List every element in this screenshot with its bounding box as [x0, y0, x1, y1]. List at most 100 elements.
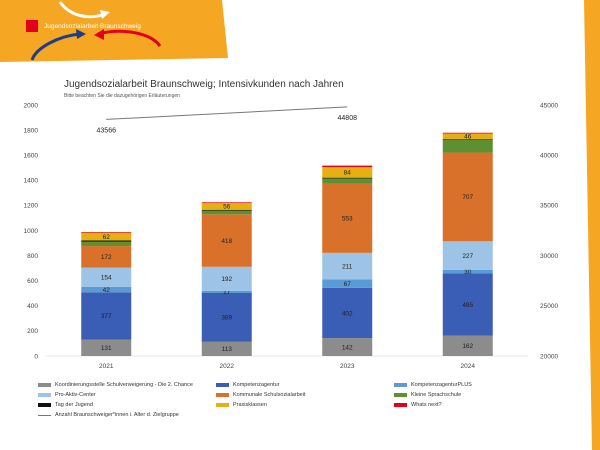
white-swoosh-arrowhead — [100, 10, 110, 19]
y-right-tick-label: 25000 — [540, 303, 558, 310]
y-left-tick-label: 1400 — [24, 178, 39, 185]
legend-swatch — [394, 393, 407, 397]
bar-segment-label: 17 — [223, 289, 231, 296]
bar-segment — [322, 287, 373, 339]
legend-item: Koordinierungsstelle Schulverweigerung -… — [38, 380, 193, 390]
blue-swoosh-arrowhead — [76, 29, 86, 39]
bar-segment-label: 67 — [344, 281, 352, 288]
bar-segment-label: 62 — [103, 234, 111, 241]
bar-segment — [322, 338, 373, 356]
red-swoosh-arrow — [97, 29, 162, 47]
y-left-tick-label: 800 — [27, 253, 38, 260]
legend-swatch — [394, 403, 407, 407]
bar-segment — [442, 139, 493, 141]
bar-segment-label: 211 — [342, 263, 353, 270]
legend-label: Koordinierungsstelle Schulverweigerung -… — [55, 382, 193, 388]
bar-segment — [442, 335, 493, 356]
bar-segment-label: 553 — [342, 215, 353, 222]
bar-segment — [81, 232, 132, 233]
bar-segment — [442, 133, 493, 140]
logo-icon — [26, 20, 38, 32]
bar-segment-label: 377 — [101, 313, 112, 320]
y-left-tick-label: 0 — [34, 353, 38, 360]
bar-segment-label: 84 — [344, 170, 352, 177]
legend-swatch — [38, 383, 51, 387]
legend-label: KompetenzagenturPLUS — [411, 382, 472, 388]
bar-segment — [322, 252, 373, 280]
bar-segment-label: 162 — [462, 343, 473, 350]
legend-item: Kommunale Schulsozialarbeit — [216, 390, 305, 400]
population-line-label: 44808 — [338, 115, 358, 122]
y-left-tick-label: 1200 — [24, 203, 39, 210]
bar-segment-label: 42 — [103, 287, 111, 294]
legend-label: Praxisklassen — [233, 402, 267, 408]
legend-swatch — [38, 414, 51, 416]
bar-segment — [322, 279, 373, 288]
bar-segment — [81, 267, 132, 287]
bar-segment — [201, 210, 252, 215]
population-line — [106, 106, 348, 120]
chart-legend: Koordinierungsstelle Schulverweigerung -… — [38, 380, 538, 430]
bar-segment-label: 707 — [462, 194, 473, 201]
bar-segment — [442, 273, 493, 336]
legend-item: KompetenzagenturPLUS — [394, 380, 472, 390]
legend-item: Whats next? — [394, 400, 442, 410]
bar-segment — [201, 290, 252, 293]
legend-swatch — [38, 393, 51, 397]
population-line-label: 43566 — [97, 127, 117, 134]
bar-segment-label: 402 — [342, 310, 353, 317]
y-right-tick-label: 35000 — [540, 203, 558, 210]
bar-segment-label: 30 — [464, 269, 472, 276]
bar-segment — [81, 241, 132, 247]
bar-segment — [201, 341, 252, 356]
y-right-tick-label: 20000 — [540, 353, 558, 360]
bar-segment — [322, 167, 373, 178]
x-tick-label: 2023 — [340, 363, 355, 370]
y-left-tick-label: 1800 — [24, 127, 39, 134]
y-right-tick-label: 40000 — [540, 153, 558, 160]
bar-segment — [201, 214, 252, 267]
y-left-tick-label: 2000 — [24, 102, 39, 109]
logo-text: Jugendsozialarbeit Braunschweig — [44, 23, 141, 30]
bar-segment-label: 46 — [464, 134, 472, 141]
y-right-tick-label: 30000 — [540, 253, 558, 260]
bar-segment — [322, 183, 373, 253]
y-left-tick-label: 1000 — [24, 228, 39, 235]
legend-item: Kompetenzagentur — [216, 380, 279, 390]
legend-item: Kleine Sprachschule — [394, 390, 461, 400]
legend-swatch — [38, 403, 51, 407]
bar-segment — [442, 132, 493, 134]
legend-swatch — [394, 383, 407, 387]
bar-segment — [322, 177, 373, 179]
legend-swatch — [216, 403, 229, 407]
bar-segment — [81, 286, 132, 293]
bar-segment — [442, 152, 493, 242]
bar-segment-label: 131 — [101, 345, 112, 352]
bar-segment — [442, 140, 493, 153]
legend-label: Tag der Jugend — [55, 402, 93, 408]
bar-segment-label: 495 — [462, 302, 473, 309]
legend-item: Pro-Aktiv-Center — [38, 390, 96, 400]
legend-label: Anzahl Braunschweiger*innen i. Alter d. … — [55, 412, 179, 418]
chart-title: Jugendsozialarbeit Braunschweig; Intensi… — [64, 79, 344, 90]
x-tick-label: 2021 — [99, 363, 114, 370]
bar-segment-label: 113 — [222, 346, 233, 353]
bar-segment — [201, 266, 252, 291]
y-right-tick-label: 45000 — [540, 102, 558, 109]
y-left-tick-label: 400 — [27, 303, 38, 310]
bar-segment-label: 172 — [101, 254, 112, 261]
y-left-tick-label: 600 — [27, 278, 38, 285]
header-banner — [0, 0, 228, 62]
bar-segment-label: 142 — [342, 344, 353, 351]
chart-subtitle: Bitte beachten Sie die dazugehörigen Erl… — [64, 93, 180, 99]
bar-segment — [322, 178, 373, 184]
bar-segment-label: 154 — [101, 275, 112, 282]
bar-segment — [201, 202, 252, 210]
bar-segment — [81, 232, 132, 241]
bar-segment — [442, 241, 493, 270]
bar-segment — [201, 209, 252, 211]
bar-segment-label: 418 — [221, 238, 232, 245]
legend-item: Praxisklassen — [216, 400, 267, 410]
bar-segment — [201, 292, 252, 342]
